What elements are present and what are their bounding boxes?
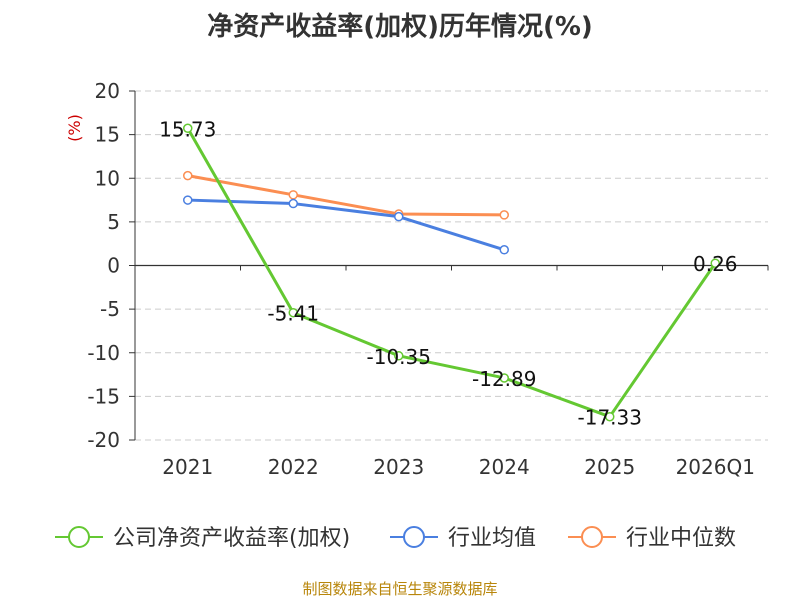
x-tick-label: 2024 [479,455,530,479]
legend-label: 行业均值 [448,526,536,551]
legend-label: 公司净资产收益率(加权) [113,526,350,551]
data-label: -12.89 [472,367,536,391]
y-tick-label: -5 [100,297,120,321]
data-label: -5.41 [267,302,319,326]
data-point [394,351,404,361]
data-point [288,307,298,318]
data-point [499,373,509,383]
y-tick-label: -10 [87,341,120,365]
series-line-2 [187,174,505,217]
y-axis-label: (%) [65,114,84,142]
y-tick-label: 20 [95,79,120,103]
y-tick-label: 15 [95,123,120,147]
y-tick-label: -20 [87,428,120,452]
data-point [183,195,193,205]
legend-label: 行业中位数 [626,526,736,551]
x-tick-label: 2026Q1 [676,455,755,479]
data-label: -10.35 [367,345,431,369]
data-point [499,245,509,255]
data-point [605,411,615,422]
series-line-0 [186,127,717,419]
data-point [183,123,193,134]
data-point [183,170,193,181]
data-label: 15.73 [159,117,216,141]
data-label: 0.26 [693,252,738,276]
data-point [288,190,298,200]
data-point [499,210,509,220]
data-point [710,258,720,268]
y-tick-label: 5 [107,210,120,234]
x-tick-label: 2023 [373,455,424,479]
legend-marker [403,526,425,548]
series-line-1 [187,198,505,252]
legend-marker [581,526,603,548]
chart-title: 净资产收益率(加权)历年情况(%) [207,12,593,42]
y-tick-label: -15 [87,384,120,408]
y-tick-label: 10 [95,166,120,190]
data-point [394,211,404,222]
legend-marker [68,526,90,548]
x-tick-label: 2021 [162,455,213,479]
source-note: 制图数据来自恒生聚源数据库 [302,580,498,598]
data-point [288,198,298,209]
y-tick-label: 0 [107,254,120,278]
x-tick-label: 2025 [584,455,635,479]
x-tick-label: 2022 [268,455,319,479]
data-label: -17.33 [578,406,642,430]
